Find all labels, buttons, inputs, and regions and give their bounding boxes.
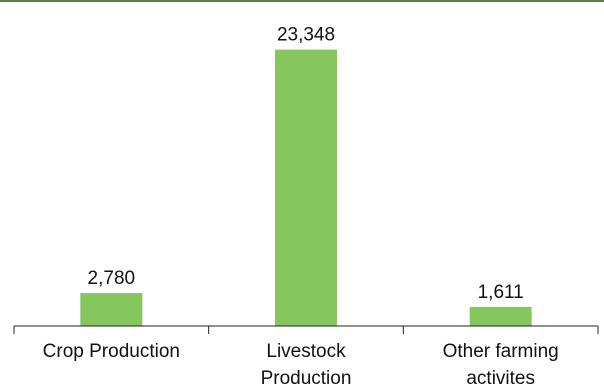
category-label-1: Livestock Production [261, 341, 352, 389]
bar-1 [275, 49, 337, 326]
data-label-0: 2,780 [88, 268, 136, 289]
data-label-1: 23,348 [277, 25, 335, 46]
bars-group [80, 49, 532, 326]
bar-0 [80, 293, 143, 326]
data-labels-group: 2,780 23,348 1,611 [88, 25, 524, 303]
bar-2 [469, 306, 532, 326]
data-label-2: 1,611 [478, 282, 524, 303]
category-labels-group: Crop Production Livestock Production Other … [43, 341, 559, 389]
x-ticks-group [13, 326, 599, 334]
category-label-0: Crop Production [43, 341, 180, 362]
category-label-2: Other farming activites [443, 341, 559, 389]
